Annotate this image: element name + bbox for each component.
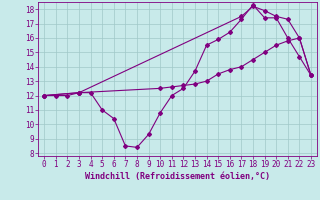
X-axis label: Windchill (Refroidissement éolien,°C): Windchill (Refroidissement éolien,°C): [85, 172, 270, 181]
